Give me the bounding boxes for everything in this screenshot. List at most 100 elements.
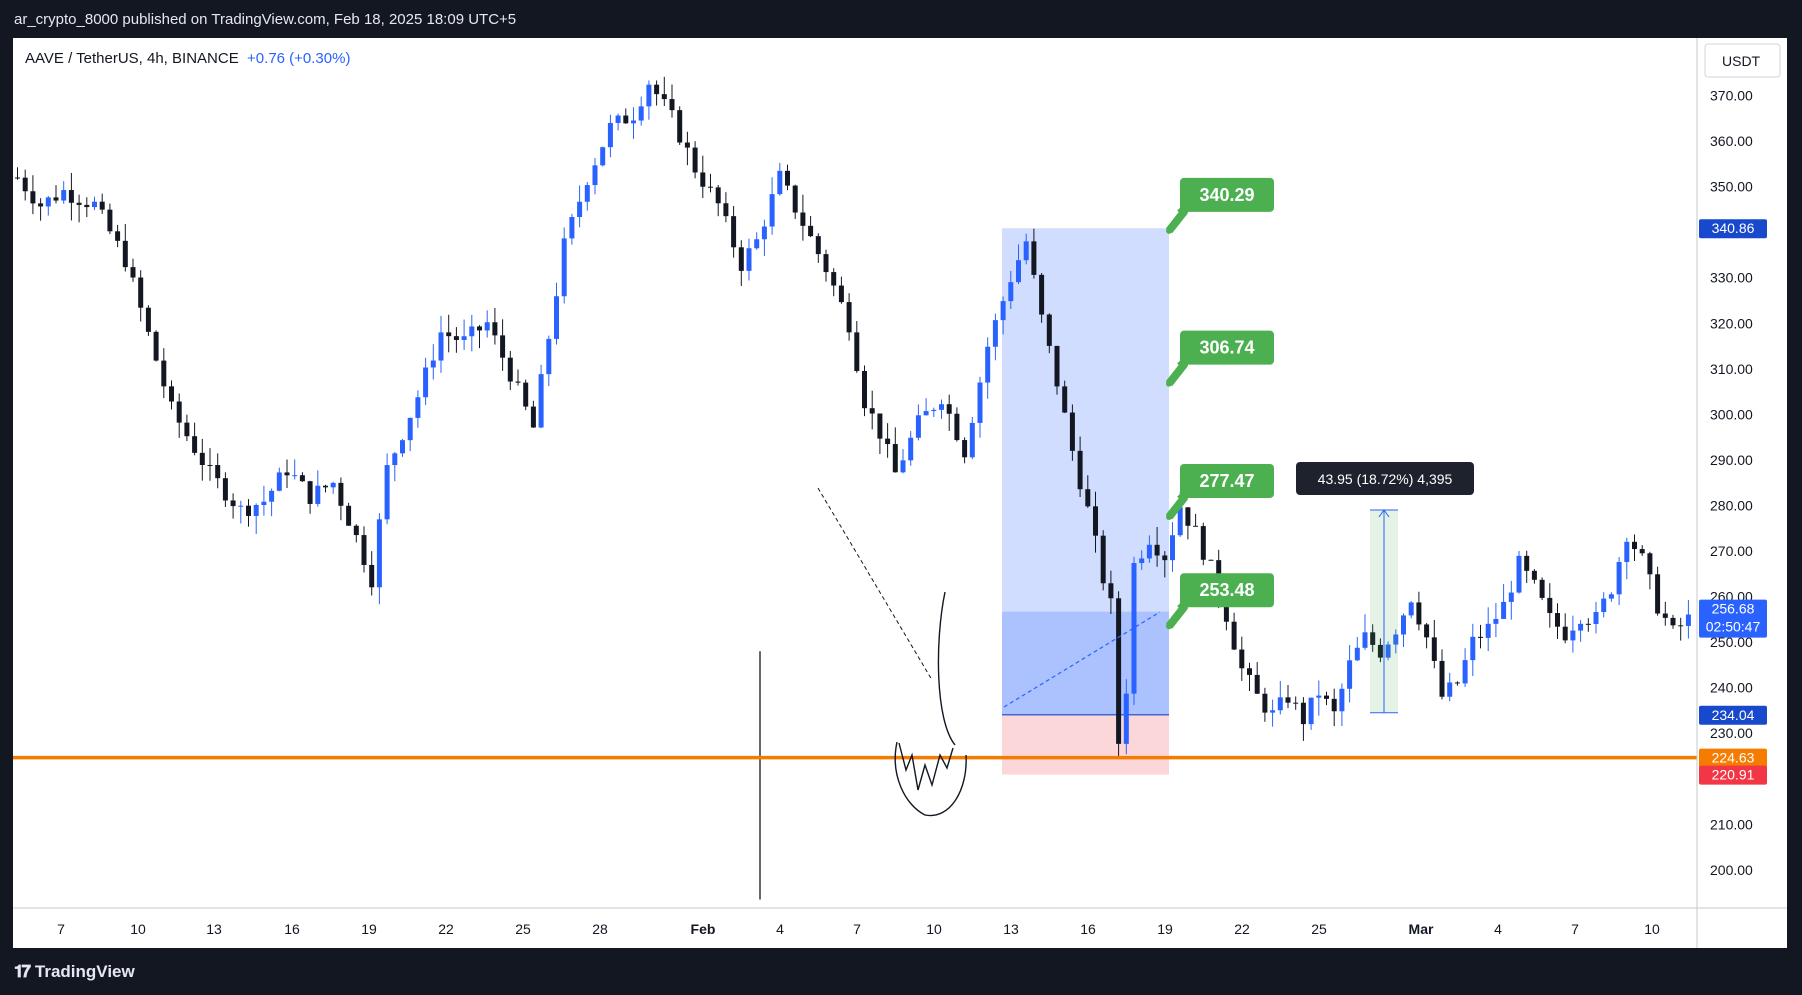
candle-body <box>1154 544 1160 556</box>
candle-body <box>22 177 28 192</box>
candle-body <box>1285 697 1291 703</box>
candle-body <box>1516 555 1522 593</box>
countdown-timer: 02:50:47 <box>1706 619 1761 635</box>
candle-body <box>923 411 929 416</box>
candle-body <box>746 248 752 271</box>
candle-body <box>1016 260 1021 283</box>
tradingview-brand[interactable]: ⁠𝟏𝟕 TradingView <box>14 962 135 982</box>
candle-body <box>99 201 105 210</box>
candle-body <box>176 401 182 423</box>
candle-body <box>1662 613 1668 618</box>
candle-body <box>1470 636 1476 661</box>
candle-body <box>854 332 860 372</box>
candle-body <box>661 94 667 100</box>
candle-body <box>1524 555 1530 571</box>
time-tick-label: 13 <box>1003 921 1019 937</box>
footer-bar <box>0 948 1802 995</box>
candle-body <box>546 338 552 375</box>
candle-body <box>1331 698 1337 712</box>
time-tick-label: 16 <box>1080 921 1096 937</box>
candle-body <box>1608 594 1614 599</box>
candle-body <box>400 440 405 454</box>
time-tick-label: 19 <box>361 921 377 937</box>
candle-body <box>1431 637 1437 661</box>
candle-body <box>892 444 898 473</box>
time-tick-label: 4 <box>1494 921 1502 937</box>
candle-body <box>815 236 821 255</box>
candle-body <box>700 172 706 187</box>
time-tick-label: Mar <box>1409 921 1434 937</box>
target-dot <box>1166 623 1172 630</box>
candle-body <box>777 170 783 195</box>
measure-text: 43.95 (18.72%) 4,395 <box>1318 471 1453 487</box>
candle-body <box>1170 535 1175 561</box>
price-tick-label: 320.00 <box>1710 315 1753 331</box>
candle-body <box>1585 623 1591 625</box>
time-tick-label: 16 <box>284 921 300 937</box>
candle-body <box>384 465 390 520</box>
candle-body <box>846 302 852 333</box>
candle-body <box>1347 660 1353 689</box>
target-callout <box>1180 330 1274 365</box>
candle-body <box>1247 668 1252 675</box>
candle-body <box>1139 558 1145 564</box>
time-tick-label: 7 <box>1571 921 1579 937</box>
time-tick-label: 22 <box>438 921 454 937</box>
candle-body <box>1408 602 1414 616</box>
candle-body <box>61 190 67 201</box>
time-tick-label: 25 <box>515 921 531 937</box>
candle-body <box>153 331 159 361</box>
candle-body <box>1085 489 1091 507</box>
candle-body <box>723 203 729 217</box>
candle-body <box>615 115 621 123</box>
candle-body <box>523 382 529 407</box>
candle-body <box>1200 526 1206 560</box>
time-tick-label: 4 <box>776 921 784 937</box>
candle-body <box>1501 601 1507 619</box>
candle-body <box>145 307 151 332</box>
candle-body <box>138 277 144 308</box>
candle-body <box>492 322 498 336</box>
candle-body <box>507 357 513 382</box>
candle-body <box>1316 695 1322 698</box>
brand-name: TradingView <box>34 962 135 981</box>
candle-body <box>284 472 290 476</box>
publish-bar: ar_crypto_8000 published on TradingView.… <box>0 0 1802 38</box>
candle-body <box>530 406 536 428</box>
candle-body <box>677 110 683 143</box>
target-pointer <box>1165 600 1188 629</box>
candle-body <box>353 525 359 536</box>
candle-body <box>769 194 775 227</box>
candle-body <box>1100 535 1106 584</box>
candle-body <box>415 397 421 418</box>
candle-body <box>1031 241 1037 275</box>
candle-body <box>1424 624 1430 638</box>
candle-body <box>1054 345 1060 387</box>
candle-body <box>1393 634 1399 645</box>
tradingview-logo-icon: ⁠𝟏𝟕 <box>14 962 31 982</box>
candle-body <box>638 106 644 121</box>
candle-body <box>1231 621 1237 650</box>
candle-body <box>161 360 167 387</box>
candle-body <box>222 478 228 501</box>
time-tick-label: 7 <box>853 921 861 937</box>
candle-body <box>315 485 321 504</box>
candle-body <box>985 346 991 383</box>
price-tick-label: 370.00 <box>1710 88 1753 104</box>
candle-body <box>885 438 891 445</box>
candle-body <box>323 485 328 488</box>
candle-body <box>1685 614 1691 626</box>
candle-body <box>1362 632 1368 648</box>
candle-body <box>515 381 521 383</box>
price-axis-label <box>1699 765 1767 785</box>
candle-body <box>261 501 267 506</box>
candle-body <box>1239 649 1245 669</box>
candle-body <box>292 475 298 477</box>
price-tick-label: 310.00 <box>1710 361 1753 377</box>
time-tick-label: 13 <box>206 921 222 937</box>
candle-body <box>423 367 429 398</box>
candle-body <box>877 413 883 439</box>
candle-body <box>1508 592 1514 602</box>
candle-body <box>307 481 313 504</box>
